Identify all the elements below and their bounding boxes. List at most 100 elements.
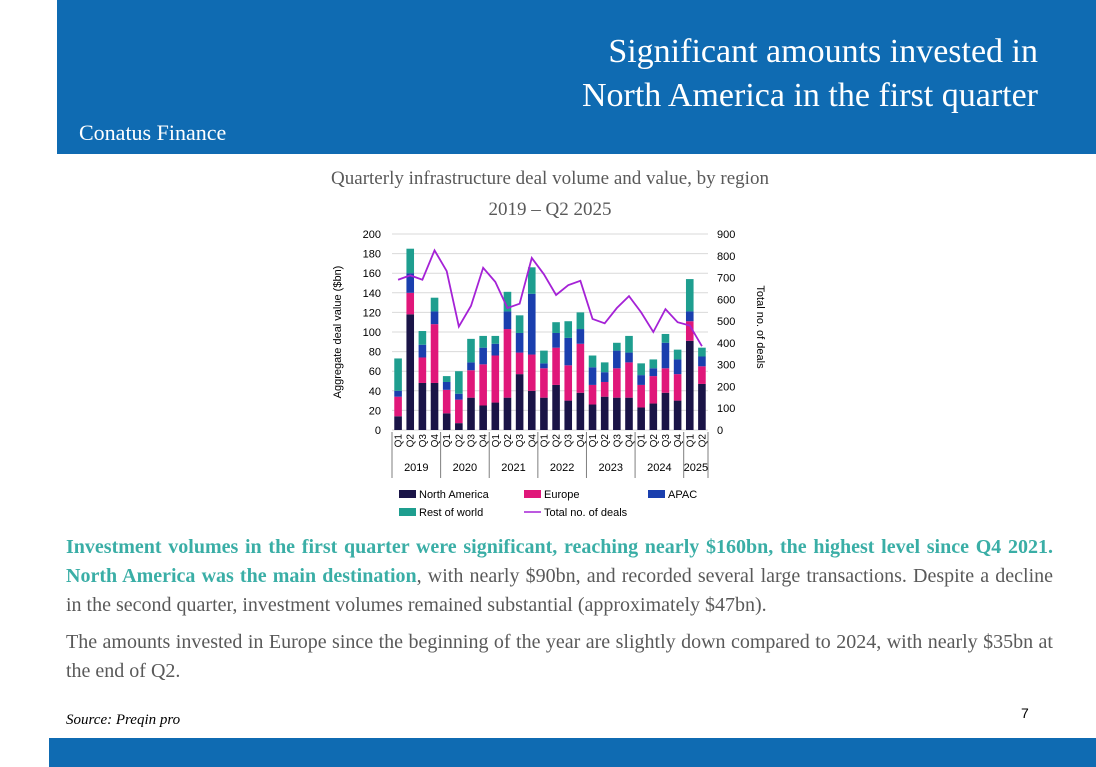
bar-segment <box>406 314 415 430</box>
bar-segment <box>564 400 573 430</box>
bar-segment <box>625 397 633 430</box>
y2-tick-label: 0 <box>717 425 723 437</box>
chart-title: Quarterly infrastructure deal volume and… <box>331 168 769 189</box>
paragraph-1: Investment volumes in the first quarter … <box>66 533 1053 620</box>
y-tick-label: 20 <box>369 405 381 417</box>
bar-segment <box>418 357 427 383</box>
bar-segment <box>491 335 500 344</box>
bar-segment <box>394 396 402 417</box>
bar-segment <box>564 365 573 401</box>
page-number: 7 <box>1021 705 1029 721</box>
bar-segment <box>637 363 645 376</box>
bar-segment <box>637 384 645 408</box>
paragraph-1-highlight: Investment volumes in the first quarter … <box>66 536 1053 587</box>
year-label: 2020 <box>453 462 477 474</box>
y-axis-label: Aggregate deal value ($bn) <box>332 266 344 399</box>
y2-tick-label: 500 <box>717 316 735 328</box>
bar-segment <box>540 350 548 364</box>
y-tick-label: 180 <box>363 249 381 261</box>
x-tick-label: Q1 <box>394 434 405 448</box>
y-tick-label: 100 <box>363 327 381 339</box>
x-tick-label: Q2 <box>600 434 611 448</box>
bar-segment <box>406 292 415 315</box>
bar-segment <box>685 321 694 341</box>
chart-title-block: Quarterly infrastructure deal volume and… <box>200 163 900 225</box>
header-banner: Significant amounts invested in North Am… <box>57 0 1096 154</box>
y-tick-label: 140 <box>363 288 381 300</box>
footer-bar <box>49 738 1096 767</box>
bar-segment <box>442 376 451 382</box>
deals-line <box>397 248 703 347</box>
bar-segment <box>613 350 621 369</box>
x-tick-label: Q3 <box>612 434 623 448</box>
source-note: Source: Preqin pro <box>66 712 181 728</box>
bar-segment <box>479 347 487 365</box>
bar-segment <box>455 393 463 400</box>
bar-segment <box>455 399 463 424</box>
x-tick-label: Q2 <box>503 434 514 448</box>
bar-segment <box>649 376 658 404</box>
bar-segment <box>661 342 670 369</box>
bar-segment <box>637 375 645 385</box>
x-tick-label: Q3 <box>467 434 478 448</box>
bar-segment <box>515 315 524 333</box>
bar-segment <box>673 349 682 360</box>
slide-title-line-1: Significant amounts invested in <box>608 33 1038 70</box>
bar-segment <box>515 332 524 353</box>
bar-segment <box>576 329 585 344</box>
bar-segment <box>613 342 621 351</box>
y-tick-label: 200 <box>363 229 381 241</box>
bar-segment <box>430 297 439 312</box>
bar-segment <box>673 374 682 401</box>
bar-segment <box>418 344 427 358</box>
bar-segment <box>394 416 402 430</box>
y2-tick-label: 100 <box>717 403 735 415</box>
bar-segment <box>394 358 402 391</box>
slide-title: Significant amounts invested in North Am… <box>582 30 1038 118</box>
x-tick-label: Q4 <box>576 434 587 448</box>
body-text: Investment volumes in the first quarter … <box>66 533 1053 694</box>
year-label: 2021 <box>501 462 525 474</box>
bar-segment <box>588 355 597 368</box>
x-tick-label: Q4 <box>527 434 538 448</box>
bar-segment <box>430 324 439 383</box>
bar-segment <box>527 354 536 391</box>
bar-segment <box>649 403 658 430</box>
x-tick-label: Q1 <box>491 434 502 448</box>
y2-tick-label: 700 <box>717 273 735 285</box>
bar-segment <box>540 363 548 369</box>
bar-segment <box>479 364 487 406</box>
legend-label: Rest of world <box>419 507 483 519</box>
x-tick-label: Q3 <box>418 434 429 448</box>
bar-segment <box>491 355 500 403</box>
bar-segment <box>406 273 415 293</box>
legend-swatch <box>399 490 416 498</box>
bar-segment <box>418 331 427 345</box>
y-tick-label: 0 <box>375 425 381 437</box>
bar-segment <box>503 329 512 398</box>
y-tick-label: 80 <box>369 347 381 359</box>
x-tick-label: Q2 <box>649 434 660 448</box>
bar-segment <box>540 368 548 398</box>
bar-segment <box>491 402 500 430</box>
bar-segment <box>515 374 524 430</box>
x-tick-label: Q2 <box>454 434 465 448</box>
y2-tick-label: 900 <box>717 229 735 241</box>
bar-segment <box>673 400 682 430</box>
x-tick-label: Q2 <box>697 434 708 448</box>
bar-segment <box>600 362 609 373</box>
y-tick-label: 60 <box>369 366 381 378</box>
bar-segment <box>613 397 621 430</box>
bar-segment <box>698 366 706 384</box>
x-tick-label: Q1 <box>637 434 648 448</box>
y2-tick-label: 600 <box>717 294 735 306</box>
chart-subtitle: 2019 – Q2 2025 <box>488 199 612 220</box>
bar-segment <box>625 352 633 363</box>
x-tick-label: Q4 <box>673 434 684 448</box>
year-label: 2022 <box>550 462 574 474</box>
year-label: 2024 <box>647 462 671 474</box>
bar-segment <box>600 396 609 430</box>
bar-segment <box>661 368 670 393</box>
paragraph-2: The amounts invested in Europe since the… <box>66 631 1053 682</box>
y2-axis-label: Total no. of deals <box>754 285 766 369</box>
